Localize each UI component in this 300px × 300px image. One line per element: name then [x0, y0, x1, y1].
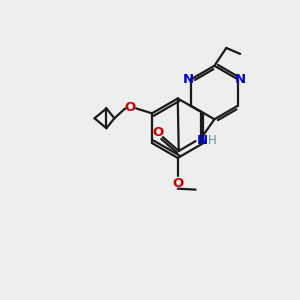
Text: N: N [183, 73, 194, 86]
Text: N: N [197, 134, 208, 147]
Text: N: N [235, 73, 246, 86]
Text: O: O [172, 177, 183, 190]
Text: O: O [124, 101, 136, 114]
Text: H: H [208, 134, 217, 147]
Text: O: O [152, 126, 164, 139]
